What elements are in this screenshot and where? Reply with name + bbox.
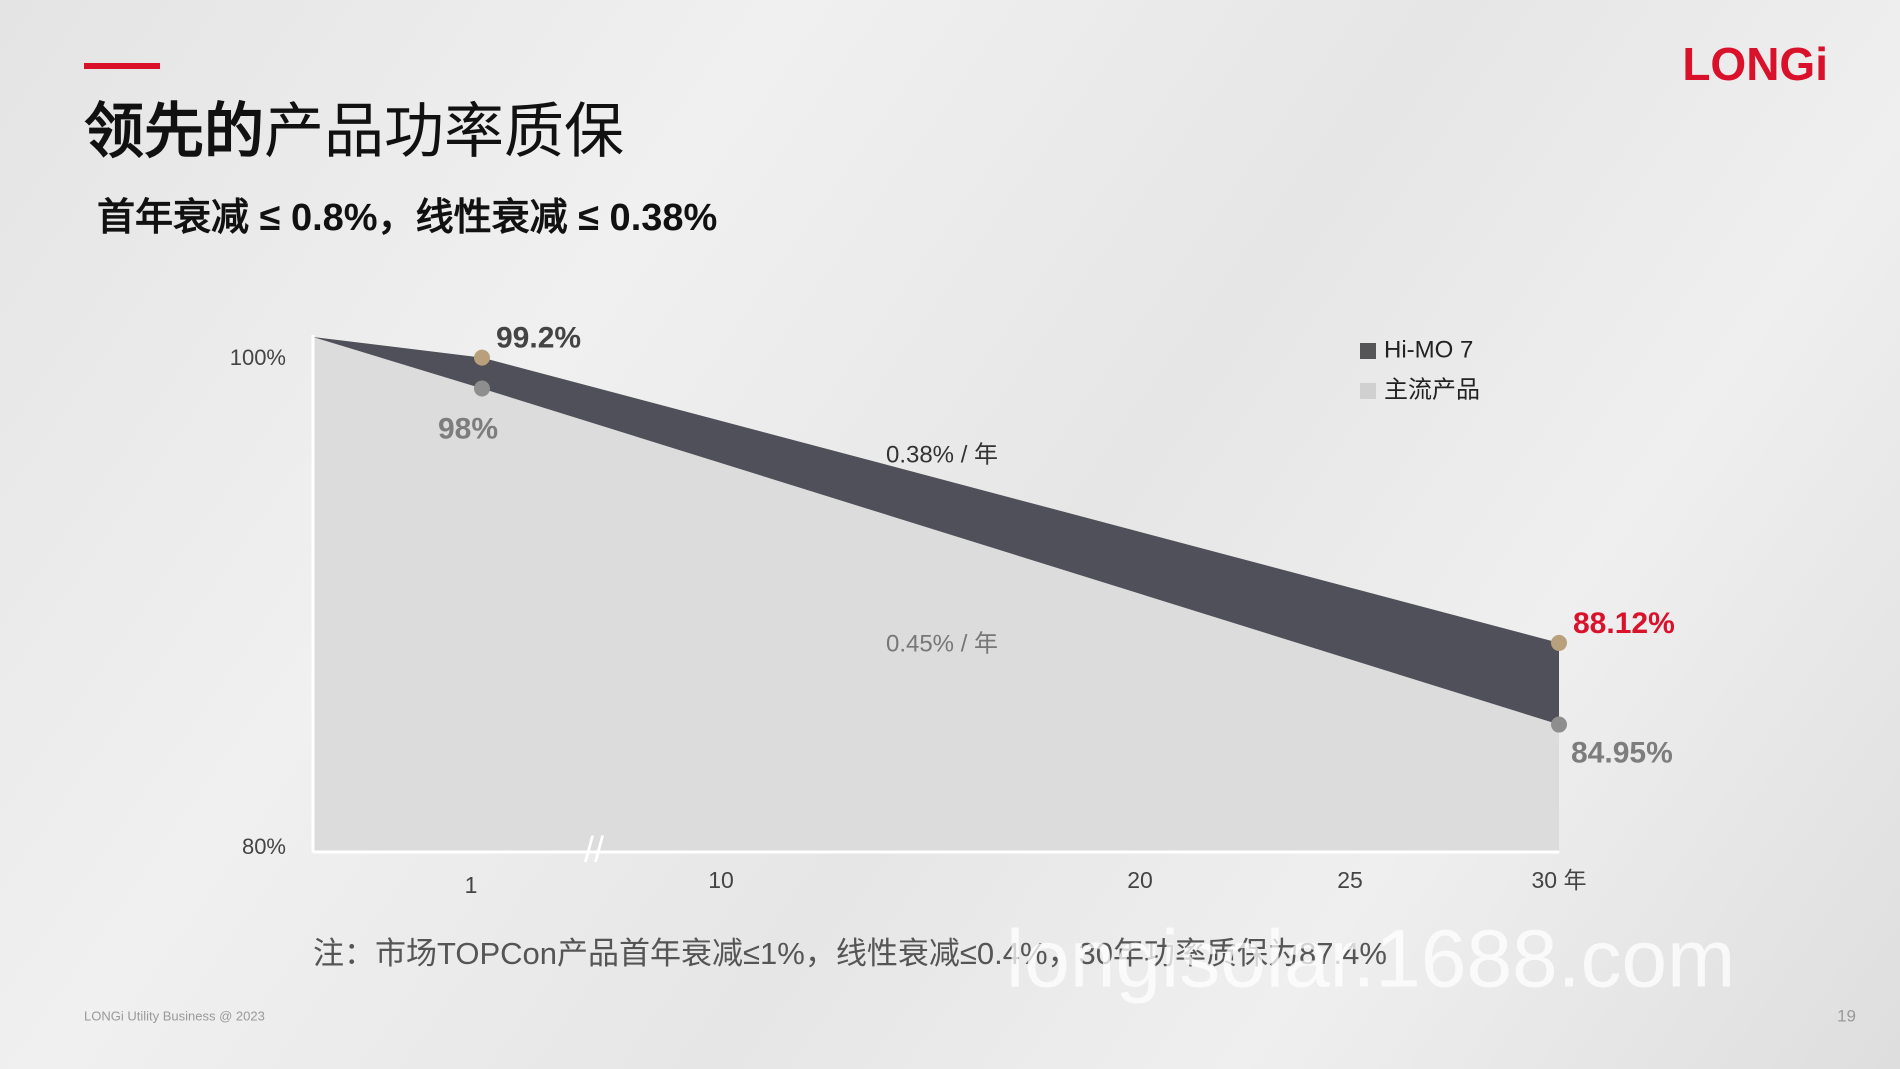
title-bold: 领先的 — [84, 98, 264, 165]
legend-swatch — [1360, 383, 1376, 399]
watermark: longisolar.1688.com — [1006, 914, 1735, 1005]
annotation: 0.38% / 年 — [886, 441, 998, 468]
legend-label: 主流产品 — [1384, 376, 1480, 403]
value-label: 88.12% — [1573, 607, 1675, 640]
note: 注：市场TOPCon产品首年衰减≤1%，线性衰减≤0.4%，30年功率质保为87… — [313, 936, 1387, 971]
legend-label: Hi-MO 7 — [1384, 336, 1473, 363]
y-tick-label: 80% — [242, 834, 286, 859]
x-tick-label: 25 — [1337, 867, 1363, 893]
area — [313, 337, 1559, 852]
value-label: 84.95% — [1571, 736, 1673, 769]
axis-break: // — [584, 829, 604, 870]
value-label: 98% — [438, 412, 498, 445]
y-tick-label: 100% — [230, 345, 286, 370]
x-tick-label: 30 年 — [1532, 867, 1587, 893]
x-tick-label: 10 — [708, 867, 734, 893]
marker — [474, 380, 490, 397]
marker — [1551, 716, 1567, 733]
x-tick-label: 1 — [465, 872, 478, 898]
accent-bar — [84, 63, 160, 69]
annotation: 0.45% / 年 — [886, 630, 998, 657]
chart: // 80% 100% 1 10 20 25 30 年 99.2% 88.12% 98% 84.95%… — [230, 322, 1675, 899]
value-label: 99.2% — [496, 322, 581, 355]
title: 产品功率质保 — [264, 98, 624, 165]
logo: LONGi — [1682, 38, 1828, 90]
x-tick-label: 20 — [1127, 867, 1153, 893]
footer: LONGi Utility Business @ 2023 — [84, 1008, 265, 1023]
page-number: 19 — [1837, 1006, 1856, 1025]
subtitle: 首年衰减 ≤ 0.8%，线性衰减 ≤ 0.38% — [97, 197, 717, 239]
marker — [474, 349, 490, 366]
legend-swatch — [1360, 343, 1376, 359]
marker — [1551, 634, 1567, 651]
